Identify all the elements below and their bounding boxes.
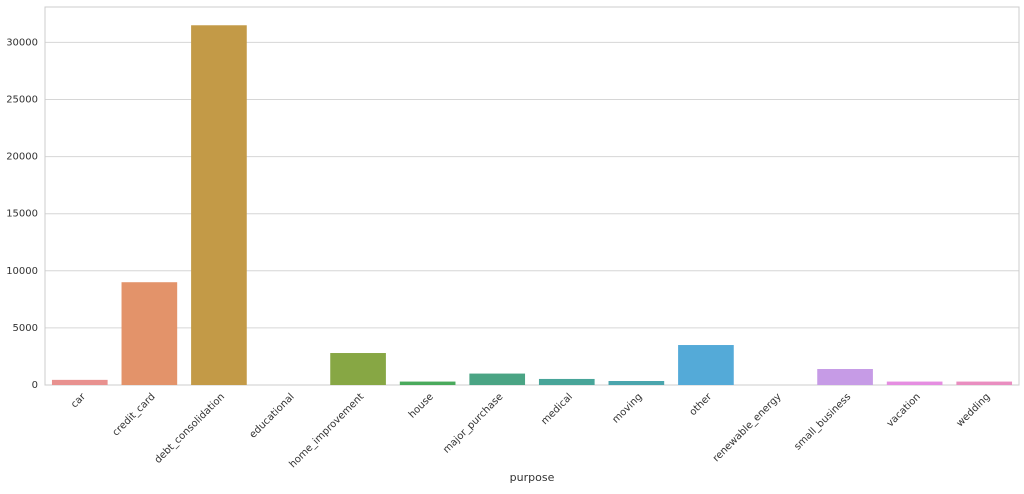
bar xyxy=(956,381,1013,385)
bar xyxy=(817,369,873,385)
x-tick-label: debt_consolidation xyxy=(153,391,227,465)
x-tick-label: home_improvement xyxy=(288,391,367,470)
x-tick-label: wedding xyxy=(955,391,993,429)
bar xyxy=(678,345,734,385)
x-tick-label: renewable_energy xyxy=(711,391,784,464)
x-tick-label: moving xyxy=(610,391,644,425)
y-tick-label: 0 xyxy=(32,380,38,391)
bar xyxy=(330,353,386,385)
y-tick-label: 30000 xyxy=(6,37,38,48)
x-axis-label: purpose xyxy=(510,471,555,484)
x-tick-label: major_purchase xyxy=(441,391,505,455)
bar xyxy=(469,373,526,385)
plot-frame xyxy=(44,6,1020,386)
x-tick-label: vacation xyxy=(885,391,923,429)
bar xyxy=(191,25,247,385)
y-tick-label: 10000 xyxy=(6,266,38,277)
y-tick-label: 5000 xyxy=(13,323,38,334)
x-tick-label: other xyxy=(688,391,715,418)
y-tick-label: 20000 xyxy=(6,152,38,163)
x-tick-label: house xyxy=(407,391,436,420)
bar xyxy=(51,379,108,385)
x-tick-label: car xyxy=(69,391,89,411)
bar xyxy=(538,378,595,385)
x-tick-label: educational xyxy=(248,391,297,440)
x-tick-label: small_business xyxy=(792,391,853,452)
bar xyxy=(608,381,665,385)
bar xyxy=(886,381,943,385)
y-tick-label: 15000 xyxy=(6,209,38,220)
bar xyxy=(121,282,178,385)
bar xyxy=(399,381,456,385)
y-tick-label: 25000 xyxy=(6,95,38,106)
x-tick-label: credit_card xyxy=(111,391,158,438)
x-tick-label: medical xyxy=(539,391,575,427)
